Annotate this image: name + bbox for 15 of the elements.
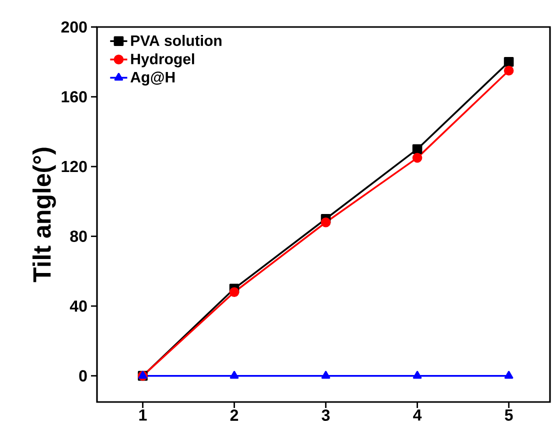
legend-label: PVA solution — [131, 34, 222, 46]
x-tick-label: 4 — [413, 410, 422, 421]
y-tick-label: 200 — [61, 21, 87, 33]
x-tick-label: 3 — [322, 410, 330, 421]
y-tick-label: 0 — [79, 370, 87, 382]
y-tick-label: 40 — [70, 300, 87, 312]
legend-label: Hydrogel — [131, 53, 194, 68]
y-tick-label: 120 — [62, 160, 87, 172]
y-tick-label: 160 — [62, 91, 87, 102]
x-tick-label: 5 — [504, 410, 513, 421]
x-tick-label: 2 — [230, 410, 238, 421]
y-axis-title: Tilt angle(°) — [32, 148, 56, 282]
y-tick-label: 80 — [70, 230, 87, 242]
legend-label: Ag@H — [130, 72, 175, 86]
x-tick-label: 1 — [139, 410, 147, 421]
